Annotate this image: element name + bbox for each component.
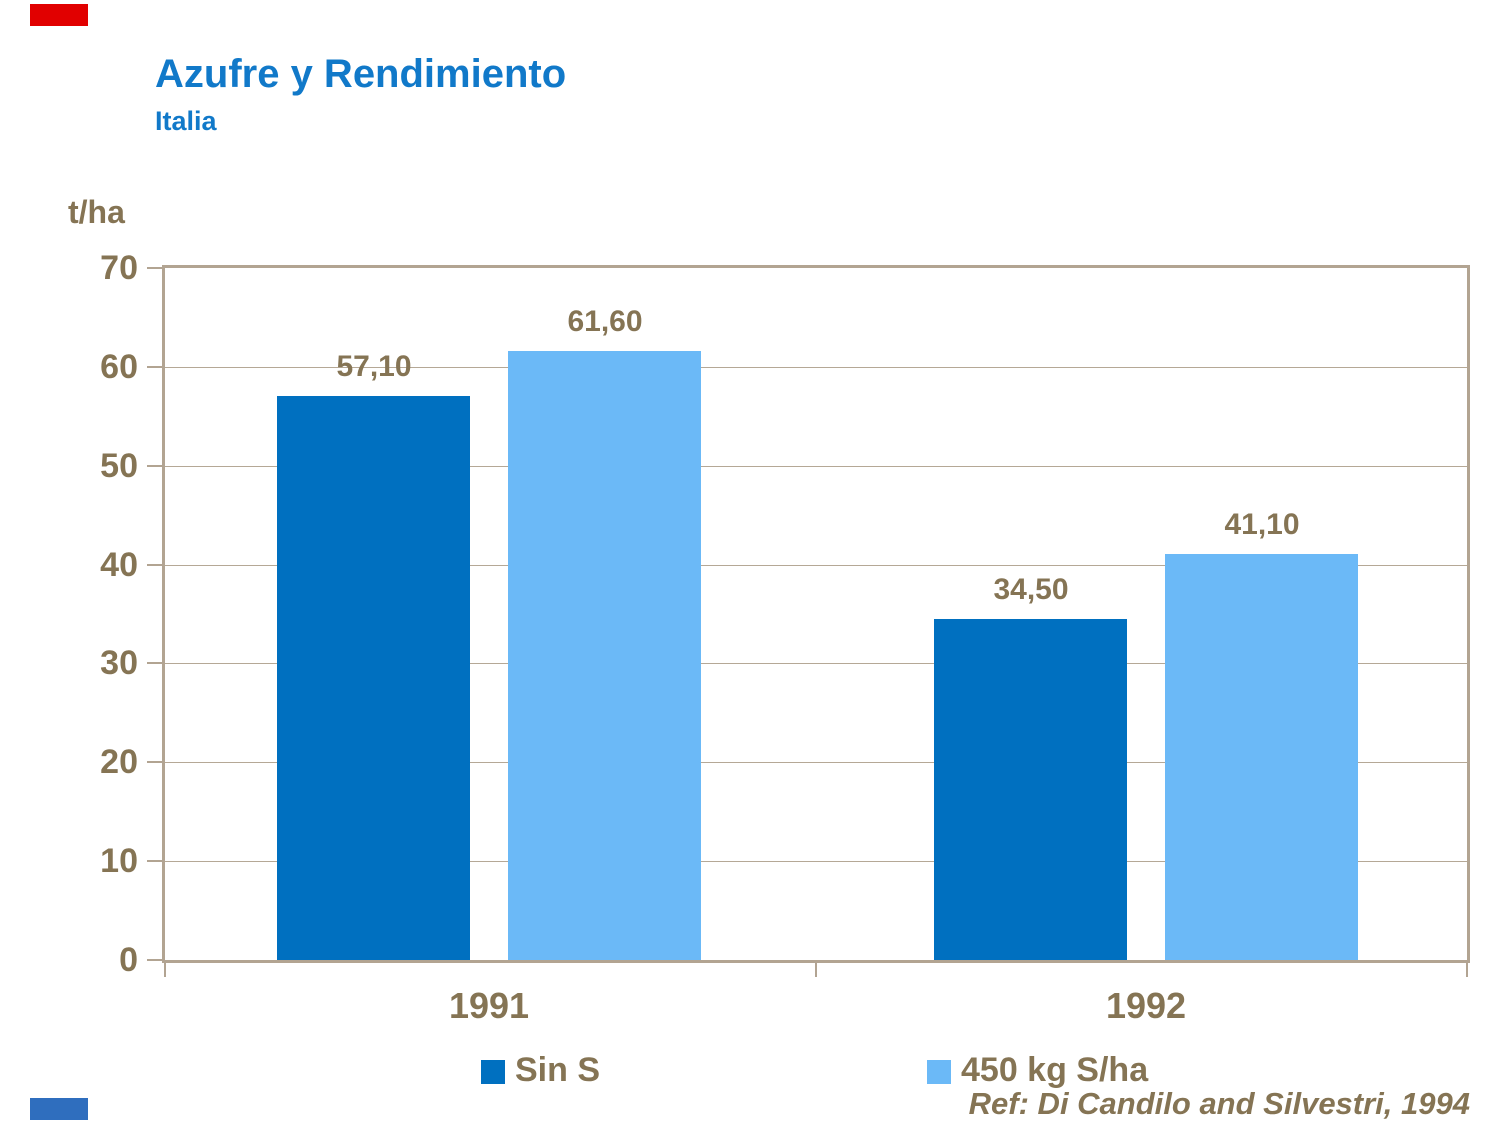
chart-title: Azufre y Rendimiento <box>155 52 567 96</box>
y-axis-tick <box>147 267 165 269</box>
x-axis-tick <box>1466 963 1468 977</box>
y-axis-tick-label: 50 <box>100 447 138 485</box>
x-axis-tick <box>164 963 166 977</box>
bar-1992-450 kg S/ha <box>1165 554 1358 960</box>
y-axis-tick <box>147 860 165 862</box>
legend-swatch <box>481 1060 505 1084</box>
chart-subtitle: Italia <box>155 106 217 136</box>
bar-1991-Sin S <box>277 396 470 960</box>
reference-text: Ref: Di Candilo and Silvestri, 1994 <box>968 1086 1470 1121</box>
y-axis-tick-label: 0 <box>119 941 138 979</box>
bar-1991-450 kg S/ha <box>508 351 701 960</box>
bar-1992-Sin S <box>934 619 1127 960</box>
y-axis-tick <box>147 959 165 961</box>
y-axis-tick-label: 20 <box>100 743 138 781</box>
y-axis-tick <box>147 564 165 566</box>
gridline <box>165 565 1467 566</box>
y-axis-tick-label: 40 <box>100 546 138 584</box>
gridline <box>165 861 1467 862</box>
y-axis-tick <box>147 761 165 763</box>
bottom-left-accent-bar <box>30 1098 88 1120</box>
x-axis-tick <box>815 963 817 977</box>
legend-item-450 kg S/ha: 450 kg S/ha <box>927 1050 1148 1090</box>
y-axis-tick <box>147 366 165 368</box>
y-axis-tick <box>147 662 165 664</box>
legend-item-Sin S: Sin S <box>481 1050 600 1090</box>
legend-label: 450 kg S/ha <box>961 1051 1149 1089</box>
y-axis-tick-label: 60 <box>100 348 138 386</box>
y-axis-tick-label: 70 <box>100 249 138 287</box>
gridline <box>165 466 1467 467</box>
gridline <box>165 367 1467 368</box>
legend-label: Sin S <box>515 1051 601 1089</box>
category-label-1992: 1992 <box>1105 985 1187 1026</box>
bar-value-label: 41,10 <box>1224 508 1300 541</box>
legend-swatch <box>927 1060 951 1084</box>
y-axis-tick <box>147 465 165 467</box>
bar-value-label: 61,60 <box>567 305 643 338</box>
y-axis-tick-label: 30 <box>100 644 138 682</box>
top-left-accent-bar <box>30 4 88 26</box>
y-axis-tick-label: 10 <box>100 842 138 880</box>
bar-value-label: 57,10 <box>336 350 412 383</box>
bar-value-label: 34,50 <box>993 573 1069 606</box>
category-label-1991: 1991 <box>448 985 530 1026</box>
gridline <box>165 663 1467 664</box>
y-axis-unit-label: t/ha <box>68 194 125 230</box>
gridline <box>165 762 1467 763</box>
